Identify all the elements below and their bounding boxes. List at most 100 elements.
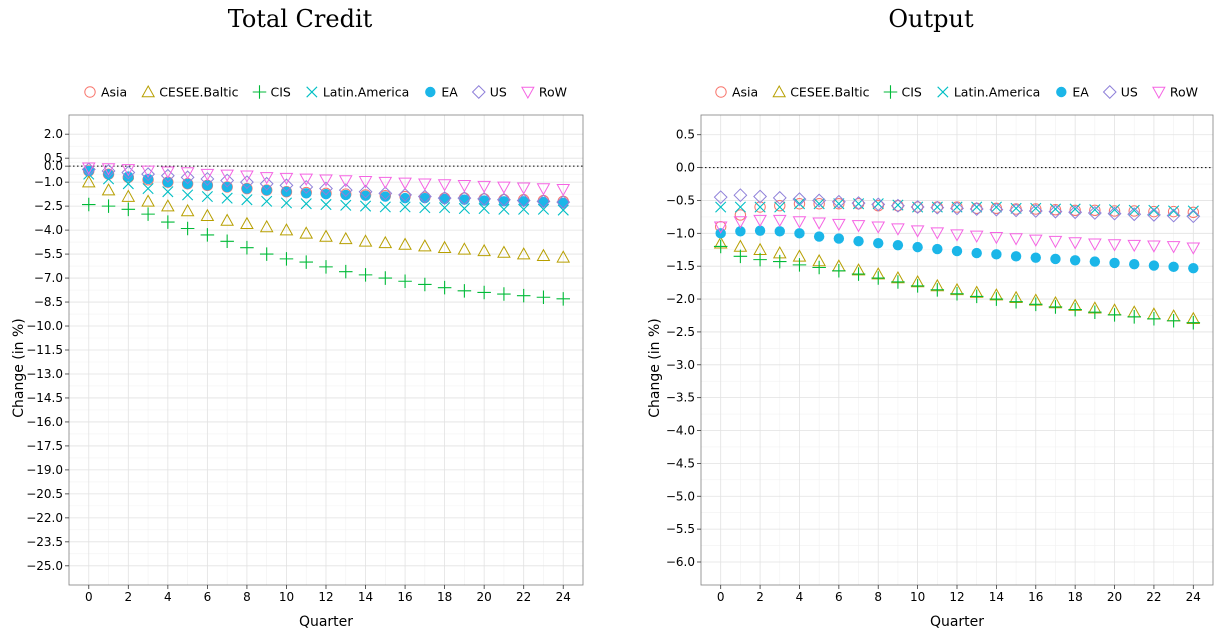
x-tick-label: 20 [1107,590,1122,604]
y-tick-label: −23.5 [26,535,63,549]
data-point [871,271,885,285]
data-point [418,277,432,292]
data-point [477,285,491,300]
data-point [1108,204,1121,216]
y-tick-label: −5.0 [666,489,695,503]
data-point [200,171,215,186]
legend-label: US [1121,85,1138,100]
y-axis-label: Change (in %) [11,318,27,418]
data-point [754,225,766,236]
data-point [398,274,412,289]
data-point [1009,203,1024,218]
y-tick-label: −3.5 [666,391,695,405]
data-point [439,202,451,214]
data-point [792,192,807,207]
y-tick-label: −5.5 [666,522,695,536]
x-tick-label: 8 [243,590,251,604]
y-tick-label: −3.0 [666,358,695,372]
legend-key [1056,86,1067,98]
y-tick-label: −10.0 [26,319,63,333]
data-point [1187,205,1199,217]
data-point [399,192,411,204]
data-point [1147,240,1161,253]
x-tick-label: 4 [164,590,172,604]
data-point [340,189,351,201]
data-point [319,229,333,242]
y-tick-label: −5.5 [34,247,63,261]
x-tick-label: 12 [949,590,964,604]
data-point [792,216,807,229]
data-point [950,201,964,216]
data-point [989,292,1004,306]
legend-key [883,85,898,99]
legend-label: CESEE.Baltic [159,85,238,100]
data-point [792,258,807,272]
y-tick-label: −6.0 [666,555,695,569]
data-point [457,180,472,193]
legend-item: RoW [1152,85,1198,100]
data-point [220,213,234,226]
data-point [1187,206,1200,218]
data-point [142,173,154,185]
data-point [220,169,234,182]
data-point [200,228,215,242]
data-point [1068,302,1082,317]
y-tick-label: 0.0 [676,161,695,175]
y-tick-label: −4.5 [666,456,695,470]
data-point [359,200,372,212]
legend-key [715,86,727,98]
data-point [556,184,571,197]
data-point [1167,205,1180,218]
data-point [989,231,1004,245]
x-tick-label: 0 [717,590,725,604]
legend-item: EA [425,85,458,100]
data-point [161,215,175,229]
data-point [713,190,728,205]
data-point [378,176,393,190]
data-point [1030,203,1042,215]
legend-item: CESEE.Baltic [141,85,239,100]
data-point [319,174,333,187]
legend-item: Asia [84,85,127,100]
legend-item: US [1102,85,1138,100]
chart-panel-output: Output Quarter Change (in %) 0 2 4 6 8 10 12 14… [647,5,1214,630]
data-point [733,188,748,203]
data-point [338,231,353,245]
data-point [101,199,116,213]
y-tick-label: −22.0 [26,511,63,525]
data-point [319,181,333,196]
data-point [774,200,786,212]
data-point [379,201,391,213]
data-point [754,201,766,213]
data-point [734,201,746,213]
data-point [969,230,984,243]
y-tick-label: −8.5 [34,295,63,309]
data-point [1048,300,1063,314]
data-point [1127,207,1142,222]
data-point [437,280,452,295]
data-point [1146,207,1161,222]
series-ea [715,225,1199,274]
y-tick-label: −25.0 [26,559,63,573]
legend-item: EA [1056,85,1089,100]
data-point [892,239,904,251]
data-point [1188,262,1199,274]
data-point [398,177,412,190]
x-tick-label: 2 [756,590,764,604]
x-tick-label: 24 [1186,590,1201,604]
data-point [418,178,432,191]
data-point [1147,312,1161,326]
data-point [753,189,768,204]
x-axis-label: Quarter [299,614,353,630]
data-point [1089,204,1101,216]
x-tick-label: 12 [318,590,333,604]
legend-item: CESEE.Baltic [772,85,870,100]
data-point [340,199,352,211]
data-point [833,198,845,210]
data-point [121,202,136,217]
y-tick-label: −4.0 [666,424,695,438]
data-point [812,193,827,208]
x-tick-label: 0 [85,590,93,604]
data-point [1127,310,1141,324]
